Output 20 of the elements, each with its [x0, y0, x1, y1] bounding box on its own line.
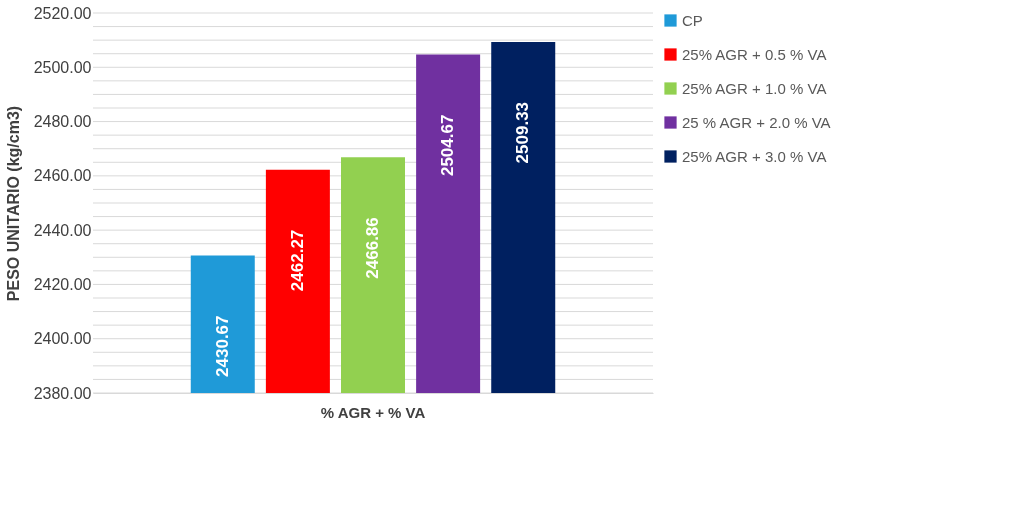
legend-label: CP [682, 11, 703, 29]
legend-label: 25 % AGR + 2.0 % VA [682, 113, 831, 131]
data-label: 2504.67 [438, 114, 458, 177]
data-label: 2466.86 [363, 217, 382, 279]
y-tick-label: 2500.00 [33, 58, 92, 76]
data-label: 2509.33 [513, 101, 533, 164]
legend-label: 25% AGR + 3.0 % VA [682, 147, 827, 165]
y-axis-title: PESO UNITARIO (kg/cm3) [4, 105, 22, 302]
legend-label: 25% AGR + 0.5 % VA [682, 45, 827, 63]
data-label: 2430.67 [212, 315, 232, 377]
x-tick-label: % AGR + % VA [320, 403, 426, 421]
y-tick-label: 2440.00 [33, 221, 92, 239]
legend-label: 25% AGR + 1.0 % VA [682, 79, 827, 97]
data-label: 2462.27 [287, 229, 307, 292]
y-tick-label: 2520.00 [33, 4, 92, 22]
y-tick-label: 2460.00 [33, 167, 92, 185]
y-tick-label: 2480.00 [33, 113, 92, 131]
y-tick-label: 2380.00 [33, 384, 92, 402]
y-tick-label: 2420.00 [33, 275, 92, 293]
y-tick-label: 2400.00 [33, 330, 92, 348]
